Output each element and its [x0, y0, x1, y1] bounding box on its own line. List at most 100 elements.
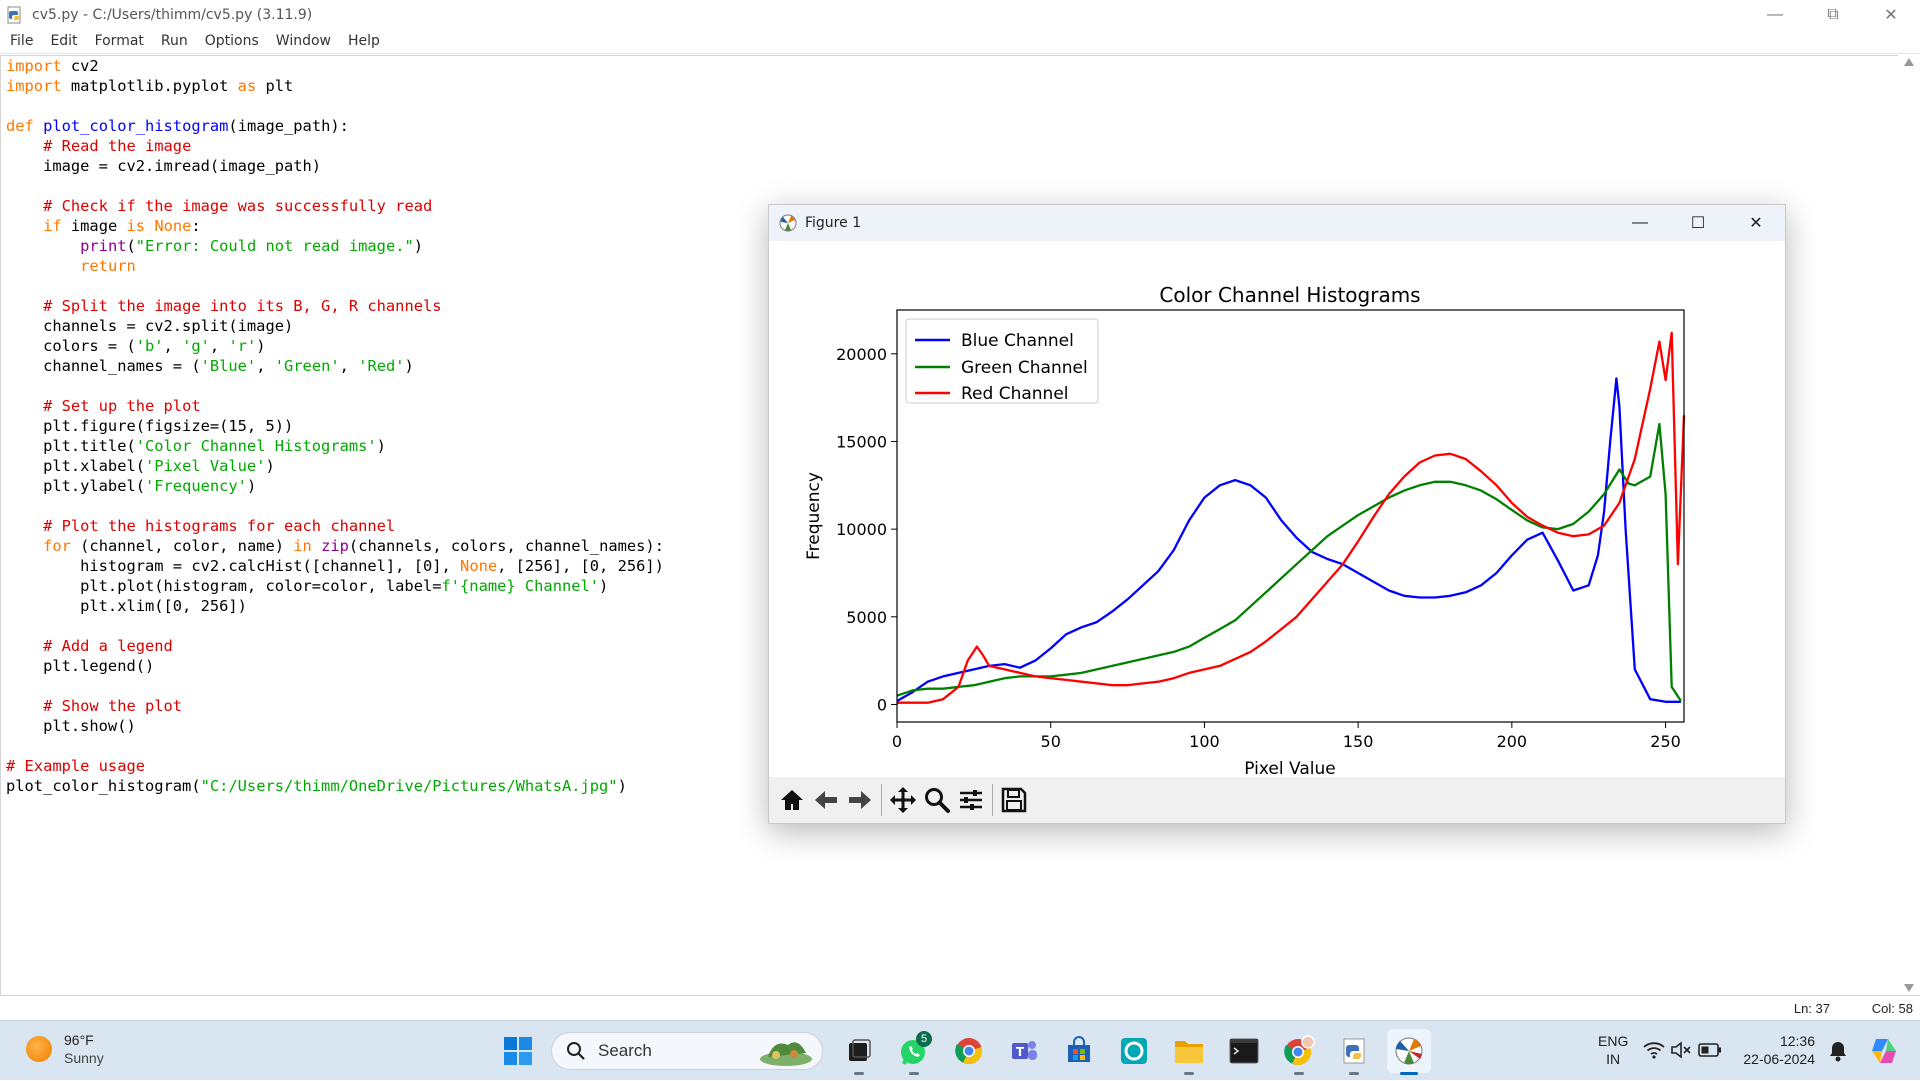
weather-temperature: 96°F: [64, 1032, 94, 1048]
figure-close-button[interactable]: ✕: [1749, 215, 1763, 232]
teams-icon[interactable]: T: [1002, 1029, 1046, 1073]
figure-window-controls: — ☐ ✕: [1611, 205, 1785, 241]
column-number: Col: 58: [1871, 1001, 1913, 1016]
home-icon[interactable]: [775, 783, 809, 817]
minimize-button[interactable]: —: [1767, 5, 1783, 23]
legend-red-label: Red Channel: [961, 384, 1069, 404]
axes-frame: [896, 309, 1685, 723]
figure-maximize-button[interactable]: ☐: [1690, 215, 1706, 232]
clock-date: 22-06-2024: [1743, 1051, 1815, 1067]
clock[interactable]: 12:36 22-06-2024: [1735, 1032, 1815, 1068]
menu-file[interactable]: File: [10, 33, 34, 49]
close-button[interactable]: ✕: [1884, 6, 1898, 24]
file-explorer-icon[interactable]: [1167, 1029, 1211, 1075]
line-number: Ln: 37: [1793, 1001, 1830, 1016]
notification-bell-icon[interactable]: [1828, 1040, 1848, 1062]
matplotlib-taskbar-icon[interactable]: [1387, 1029, 1431, 1075]
matplotlib-icon: [779, 214, 797, 232]
histogram-chart: 0 50 100 150 200 250 0 5000 10000 15000 20000 Colo…: [804, 283, 1686, 779]
window-titlebar: cv5.py - C:/Users/thimm/cv5.py (3.11.9) …: [0, 0, 1920, 29]
battery-icon[interactable]: [1698, 1042, 1722, 1058]
toolbar-separator: [881, 784, 882, 816]
figure-titlebar: Figure 1 — ☐ ✕: [769, 205, 1785, 241]
figure-minimize-button[interactable]: —: [1632, 214, 1648, 231]
menu-edit[interactable]: Edit: [50, 33, 78, 49]
chrome-profile-icon[interactable]: [1277, 1029, 1321, 1075]
search-label: Search: [598, 1041, 652, 1060]
x-axis-label: Pixel Value: [1244, 759, 1335, 779]
whatsapp-icon[interactable]: 5: [892, 1029, 936, 1075]
chart-title: Color Channel Histograms: [1159, 283, 1420, 307]
subplots-icon[interactable]: [954, 783, 988, 817]
y-axis-label: Frequency: [804, 472, 824, 560]
wifi-icon[interactable]: [1643, 1041, 1665, 1059]
volume-muted-icon[interactable]: [1670, 1041, 1692, 1059]
running-indicator: [1294, 1072, 1304, 1075]
task-view-icon[interactable]: [837, 1029, 881, 1075]
vertical-scrollbar[interactable]: [1898, 55, 1920, 995]
plot-canvas[interactable]: 0 50 100 150 200 250 0 5000 10000 15000 20000 Colo…: [769, 241, 1785, 781]
menu-help[interactable]: Help: [348, 33, 380, 49]
x-tick-label: 200: [1497, 732, 1528, 751]
toolbar-separator: [992, 784, 993, 816]
language-indicator[interactable]: ENG IN: [1598, 1032, 1628, 1068]
window-title: cv5.py - C:/Users/thimm/cv5.py (3.11.9): [32, 6, 313, 23]
menu-run[interactable]: Run: [160, 33, 188, 49]
source-code[interactable]: import cv2 import matplotlib.pyplot as p…: [6, 57, 664, 795]
taskbar-apps: Search 5 T: [496, 1029, 1442, 1075]
language-code: ENG: [1598, 1033, 1629, 1049]
save-icon[interactable]: [997, 783, 1031, 817]
taskbar: 96°F Sunny Search 5 T: [0, 1020, 1920, 1080]
figure-window: Figure 1 — ☐ ✕ 0 50 100 150 200 250 0 5000 10000…: [768, 204, 1786, 824]
y-tick-label: 0: [877, 695, 887, 714]
y-tick-label: 10000: [836, 520, 887, 539]
window-controls: — ⧉ ✕: [1746, 0, 1920, 29]
x-tick-label: 150: [1343, 732, 1374, 751]
alexa-icon[interactable]: [1112, 1029, 1156, 1073]
x-tick-label: 0: [892, 732, 902, 751]
active-app-indicator: [1400, 1072, 1418, 1075]
running-indicator: [854, 1072, 864, 1075]
microsoft-store-icon[interactable]: [1057, 1029, 1101, 1073]
back-arrow-icon[interactable]: [809, 783, 843, 817]
search-highlight-icon: [760, 1042, 812, 1066]
scroll-down-arrow-icon[interactable]: [1904, 984, 1914, 992]
series-line-blue-channel: [896, 377, 1681, 703]
chrome-icon[interactable]: [947, 1029, 991, 1073]
menu-bar: File Edit Format Run Options Window Help: [0, 29, 1920, 54]
y-tick-label: 20000: [836, 345, 887, 364]
running-indicator: [909, 1072, 919, 1075]
windows-start-icon[interactable]: [496, 1029, 540, 1073]
y-tick-label: 15000: [836, 432, 887, 451]
taskbar-search-box[interactable]: Search: [551, 1032, 823, 1070]
menu-format[interactable]: Format: [94, 33, 144, 49]
x-tick-label: 100: [1189, 732, 1220, 751]
x-tick-label: 250: [1650, 732, 1681, 751]
python-file-icon: [7, 6, 21, 23]
forward-arrow-icon[interactable]: [843, 783, 877, 817]
series-line-red-channel: [897, 331, 1686, 704]
menu-options[interactable]: Options: [204, 33, 259, 49]
x-tick-label: 50: [1041, 732, 1061, 751]
running-indicator: [1184, 1072, 1194, 1075]
restore-button[interactable]: ⧉: [1827, 5, 1839, 23]
python-idle-icon[interactable]: [1332, 1029, 1376, 1075]
menu-window[interactable]: Window: [275, 33, 331, 49]
pan-icon[interactable]: [886, 783, 920, 817]
terminal-icon[interactable]: [1222, 1029, 1266, 1073]
copilot-icon[interactable]: [1868, 1035, 1900, 1067]
weather-description: Sunny: [64, 1050, 104, 1066]
y-tick-label: 5000: [846, 608, 887, 627]
whatsapp-badge: 5: [916, 1031, 932, 1047]
status-bar: Ln: 37 Col: 58: [0, 995, 1920, 1020]
weather-widget[interactable]: 96°F Sunny: [26, 1031, 104, 1067]
series-line-green-channel: [896, 422, 1682, 702]
legend-green-label: Green Channel: [961, 358, 1088, 378]
zoom-icon[interactable]: [920, 783, 954, 817]
svg-text:T: T: [1016, 1045, 1025, 1059]
scroll-up-arrow-icon[interactable]: [1904, 58, 1914, 66]
running-indicator: [1349, 1072, 1359, 1075]
legend: Blue Channel Green Channel Red Channel: [905, 318, 1099, 404]
region-code: IN: [1606, 1051, 1621, 1067]
code-editor[interactable]: [0, 55, 1898, 995]
